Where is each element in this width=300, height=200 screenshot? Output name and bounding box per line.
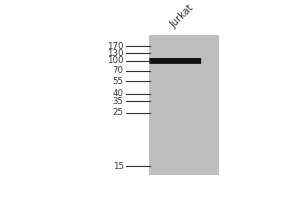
Text: 130: 130 <box>107 49 124 58</box>
Text: Jurkat: Jurkat <box>169 3 196 30</box>
Text: 100: 100 <box>107 56 124 65</box>
Text: 70: 70 <box>112 66 124 75</box>
Text: 15: 15 <box>112 162 124 171</box>
Text: 40: 40 <box>112 89 124 98</box>
Text: 25: 25 <box>112 108 124 117</box>
Text: 170: 170 <box>107 42 124 51</box>
Bar <box>149 35 219 175</box>
Text: 55: 55 <box>112 77 124 86</box>
Text: 35: 35 <box>112 97 124 106</box>
FancyBboxPatch shape <box>149 58 201 64</box>
